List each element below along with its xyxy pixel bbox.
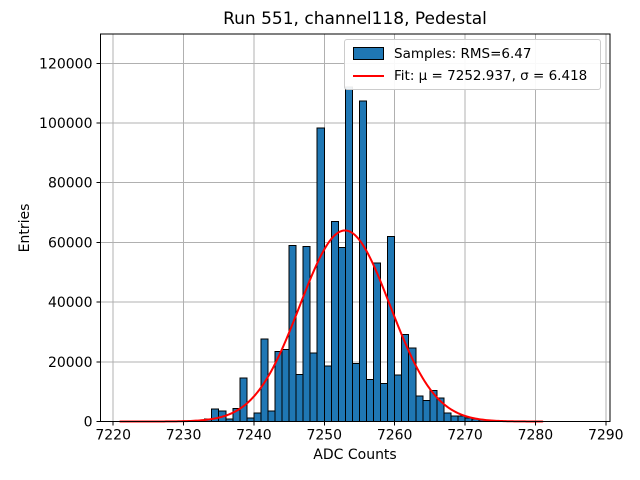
histogram-bar [457, 415, 466, 423]
chart-title: Run 551, channel118, Pedestal [223, 9, 487, 29]
y-tick-label: 40000 [48, 295, 93, 311]
histogram-bar [394, 374, 403, 422]
histogram-bar [309, 352, 318, 422]
histogram-bar [267, 410, 276, 423]
histogram-bar [323, 365, 332, 422]
y-tick-label: 20000 [48, 355, 93, 371]
histogram-bar [295, 374, 304, 423]
legend-entry-fit: Fit: μ = 7252.937, σ = 6.418 [353, 67, 591, 84]
x-tick-label: 7240 [236, 428, 272, 444]
histogram-bar [422, 400, 431, 423]
histogram-bar [239, 377, 248, 423]
legend-fit-label: Fit: μ = 7252.937, σ = 6.418 [394, 67, 588, 84]
histogram-bar [366, 379, 375, 422]
histogram-bar [288, 244, 297, 422]
x-tick-label: 7280 [518, 428, 554, 444]
legend-box: Samples: RMS=6.47 Fit: μ = 7252.937, σ =… [344, 39, 601, 90]
histogram-bar [387, 235, 396, 422]
legend-samples-label: Samples: RMS=6.47 [394, 45, 532, 62]
histogram-bar [253, 412, 262, 423]
samples-swatch [353, 47, 384, 60]
histogram-bar [344, 86, 353, 423]
histogram-bar [443, 412, 452, 423]
histogram-bar [415, 395, 424, 422]
histogram-bar [450, 415, 459, 422]
y-tick-label: 120000 [39, 56, 92, 72]
histogram-bar [316, 127, 325, 422]
x-tick-label: 7220 [95, 428, 131, 444]
axes-spines [100, 33, 611, 422]
y-tick-label: 60000 [48, 235, 93, 251]
histogram-bar [380, 382, 389, 422]
x-axis-label: ADC Counts [313, 447, 397, 463]
histogram-bar [373, 262, 382, 422]
histogram-bar [337, 246, 346, 422]
x-tick-label: 7260 [377, 428, 413, 444]
fit-line-swatch [353, 74, 384, 77]
histogram-bar [281, 348, 290, 423]
fit-curve [119, 229, 544, 423]
histogram-bar [358, 100, 368, 422]
y-axis-label: Entries [17, 203, 33, 253]
y-tick-label: 100000 [39, 116, 92, 132]
histogram-bar [351, 363, 360, 423]
y-tick-label: 0 [84, 415, 93, 431]
x-tick-label: 7250 [306, 428, 342, 444]
x-tick-label: 7230 [166, 428, 202, 444]
legend-entry-samples: Samples: RMS=6.47 [353, 45, 591, 62]
histogram-bar [246, 417, 255, 423]
x-tick-label: 7270 [447, 428, 483, 444]
y-tick-label: 80000 [48, 176, 93, 192]
x-tick-label: 7290 [588, 428, 624, 444]
histogram-bar [330, 220, 339, 422]
histogram-bar [302, 246, 311, 422]
